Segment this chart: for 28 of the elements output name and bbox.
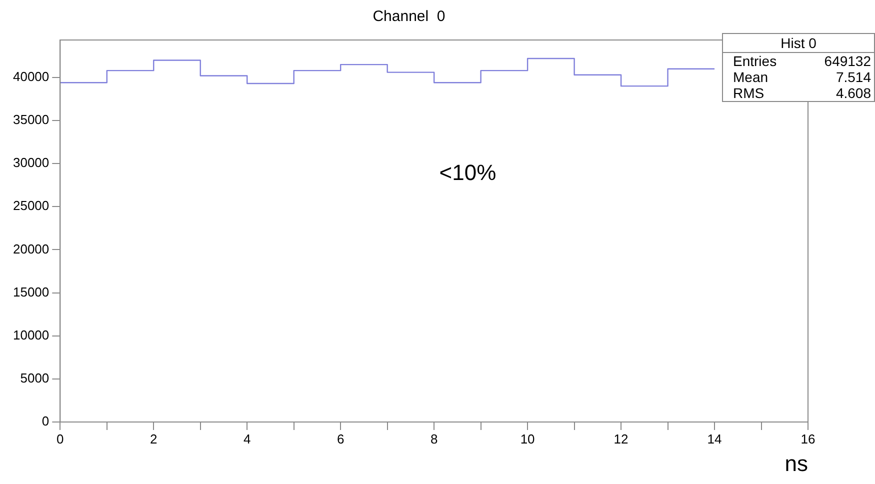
x-tick-label: 10 [520,431,535,446]
y-tick-label: 10000 [12,327,50,342]
annotation: Mean [733,69,768,85]
y-tick-label: 15000 [12,284,50,300]
y-tick-label: 35000 [12,112,50,128]
y-tick-label: 5000 [20,370,50,386]
annotation: RMS [733,85,764,101]
x-tick-label: 14 [707,431,722,446]
y-tick-label: 20000 [12,241,50,256]
y-tick-label: 0 [42,414,50,429]
x-tick-label: 4 [243,431,251,446]
y-tick-label: 30000 [12,155,50,170]
annotation: <10% [439,160,496,185]
text: 4.608 [836,85,871,101]
x-tick-label: 0 [56,431,64,446]
x-tick-label: 8 [430,431,438,446]
chart-title: Channel 0 [372,8,446,26]
annotation: Hist 0 [723,34,874,53]
x-axis-title: ns [784,450,808,476]
annotation: Entries [733,53,777,69]
x-tick-label: 2 [150,431,158,446]
y-tick-label: 25000 [12,198,50,214]
text: 7.514 [836,69,871,85]
y-tick-label: 40000 [12,69,50,84]
text: 649132 [824,53,871,69]
x-tick-label: 16 [800,431,816,446]
x-tick-label: 12 [614,431,628,446]
x-tick-label: 6 [336,431,344,446]
